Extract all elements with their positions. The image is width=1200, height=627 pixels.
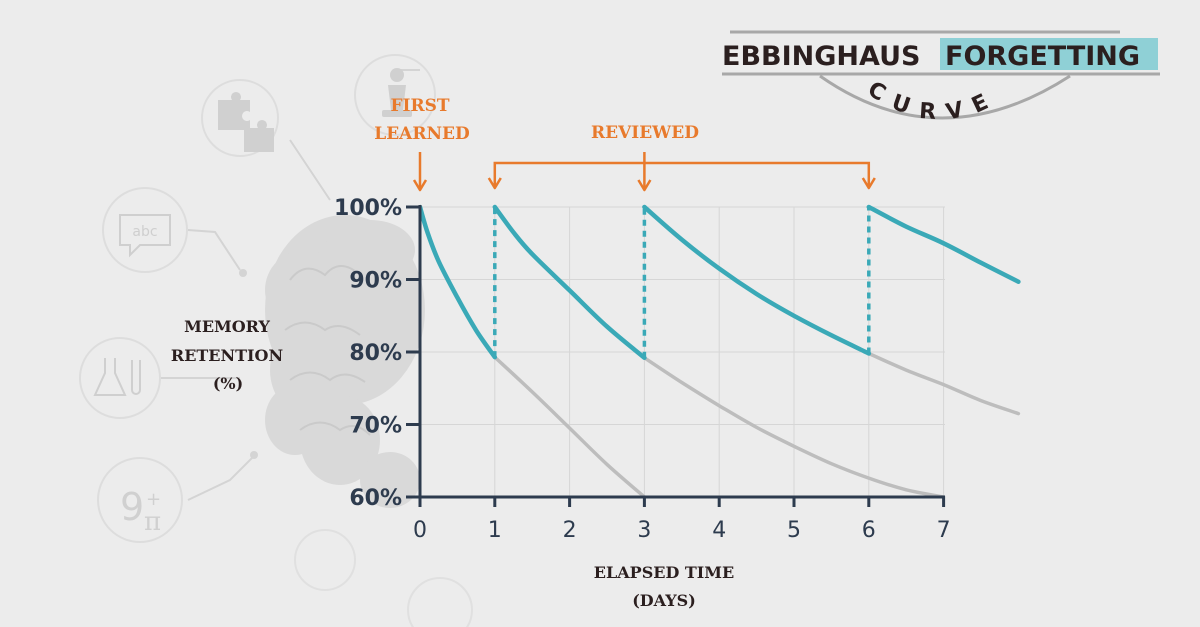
svg-text:abc: abc	[132, 224, 157, 240]
connector-line	[289, 139, 331, 201]
connector-dot	[250, 451, 258, 459]
title-ebbinghaus: EBBINGHAUS	[722, 41, 920, 72]
svg-text:π: π	[144, 507, 161, 537]
reviewed-bracket	[493, 161, 871, 187]
title-curve: CURVE	[863, 77, 1003, 126]
lab-flask-icon	[79, 337, 161, 419]
title-highlight	[940, 38, 1158, 70]
connector-dot	[239, 269, 247, 277]
svg-text:9: 9	[120, 485, 144, 529]
review-arrows	[412, 152, 876, 192]
connector-line	[187, 454, 256, 501]
decay-curve-segment	[642, 356, 946, 497]
retention-curve-segment	[492, 204, 647, 361]
x-tick-label: 6	[862, 518, 876, 543]
first-learned-arrow-head	[412, 179, 428, 192]
x-tick-label: 7	[937, 518, 951, 543]
x-tick-label: 3	[637, 518, 651, 543]
x-tick-label: 1	[488, 518, 502, 543]
title-block: EBBINGHAUS FORGETTING CURVE	[722, 30, 1160, 126]
y-tick-labels: 60% 70% 80% 90% 100%	[334, 196, 402, 511]
retention-curves	[420, 204, 1021, 361]
y-axis-label-line2: RETENTION	[171, 346, 283, 365]
x-axis-label-line1: ELAPSED TIME	[594, 563, 734, 582]
forgetting-curve-chart: 60% 70% 80% 90% 100% 0 1 2 3 4 5 6 7	[334, 152, 1021, 543]
svg-text:+: +	[146, 489, 161, 510]
decay-curves	[493, 351, 1021, 497]
y-axis-label-line3: (%)	[213, 374, 243, 393]
circle-fragment-icon	[407, 577, 473, 627]
x-tick-labels: 0 1 2 3 4 5 6 7	[413, 518, 951, 543]
decay-curve-segment	[493, 355, 647, 497]
reviewed-arrow-head	[487, 177, 502, 190]
reviewed-label: REVIEWED	[591, 123, 699, 143]
reviewed-arrow-head	[637, 179, 652, 192]
x-tick-label: 0	[413, 518, 427, 543]
x-tick-label: 2	[563, 518, 577, 543]
y-tick-label: 60%	[349, 486, 402, 511]
y-tick-label: 100%	[334, 196, 402, 221]
review-jump-lines	[493, 207, 871, 358]
connector-line	[187, 229, 241, 271]
decorative-background: abc 9 + π	[79, 54, 473, 627]
y-tick-label: 80%	[349, 341, 402, 366]
chart-axes	[406, 205, 946, 507]
reviewed-arrow-head	[861, 177, 876, 190]
y-tick-label: 90%	[349, 269, 402, 294]
retention-curve-segment	[642, 204, 872, 356]
x-tick-label: 5	[787, 518, 801, 543]
retention-curve-segment	[420, 204, 498, 360]
title-curve-text: CURVE	[863, 77, 991, 126]
y-axis-label-line1: MEMORY	[184, 317, 270, 336]
y-tick-label: 70%	[349, 414, 402, 439]
nine-plus-pi-icon: 9 + π	[97, 457, 183, 543]
decay-curve-segment	[867, 351, 1021, 416]
retention-curve-segment	[866, 204, 1021, 284]
x-axis-label-line2: (DAYS)	[632, 591, 696, 610]
first-learned-label-line1: FIRST	[390, 96, 449, 116]
first-learned-label-line2: LEARNED	[374, 124, 470, 144]
speech-bubble-abc-icon: abc	[102, 187, 188, 273]
brain-icon	[265, 215, 425, 508]
title-arc	[819, 74, 1071, 120]
title-forgetting: FORGETTING	[945, 41, 1140, 72]
chess-pawn-icon	[354, 54, 436, 136]
puzzle-icon	[201, 79, 279, 157]
x-tick-label: 4	[712, 518, 726, 543]
gear-fragment-icon	[294, 529, 356, 591]
